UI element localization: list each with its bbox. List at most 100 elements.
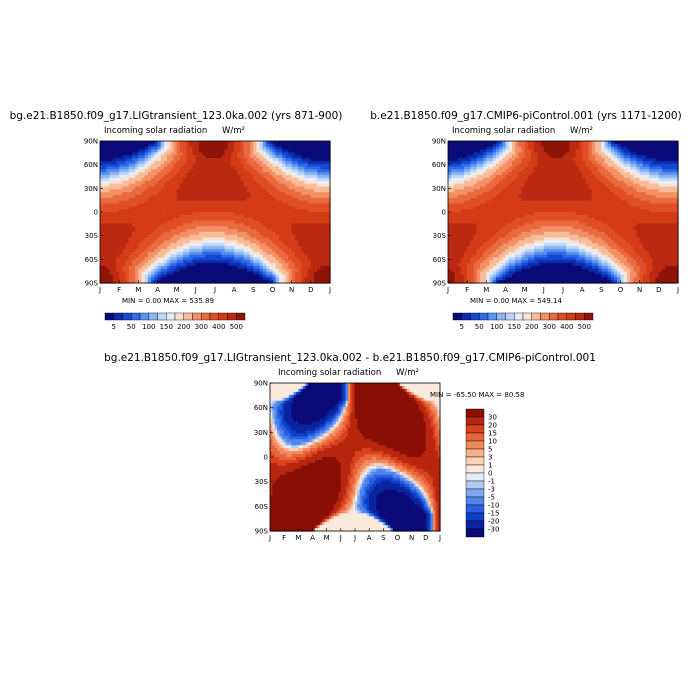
heatmap-cell bbox=[227, 231, 232, 236]
heatmap-cell bbox=[448, 260, 452, 264]
heatmap-cell bbox=[141, 197, 146, 202]
heatmap-cell bbox=[160, 257, 165, 261]
heatmap-cell bbox=[285, 209, 290, 213]
heatmap-cell bbox=[179, 203, 184, 207]
heatmap-cell bbox=[100, 223, 104, 227]
heatmap-cell bbox=[278, 260, 283, 264]
heatmap-cell bbox=[479, 141, 484, 145]
heatmap-cell bbox=[230, 209, 235, 213]
heatmap-cell bbox=[495, 214, 500, 219]
heatmap-cell bbox=[479, 265, 484, 270]
heatmap-cell bbox=[246, 177, 251, 182]
heatmap-cell bbox=[179, 265, 184, 270]
heatmap-cell bbox=[460, 192, 465, 196]
heatmap-cell bbox=[298, 277, 302, 281]
heatmap-cell bbox=[288, 263, 293, 267]
heatmap-cell bbox=[460, 234, 465, 239]
heatmap-cell bbox=[243, 263, 248, 267]
heatmap-cell bbox=[246, 274, 251, 278]
heatmap-cell bbox=[246, 209, 251, 213]
heatmap-cell bbox=[448, 277, 452, 281]
heatmap-cell bbox=[304, 257, 309, 261]
heatmap-cell bbox=[205, 152, 210, 156]
heatmap-cell bbox=[179, 192, 184, 196]
heatmap-cell bbox=[157, 149, 162, 153]
heatmap-cell bbox=[163, 251, 168, 256]
heatmap-cell bbox=[125, 263, 130, 267]
heatmap-cell bbox=[154, 206, 159, 210]
heatmap-cell bbox=[278, 141, 283, 145]
heatmap-cell bbox=[234, 240, 238, 244]
heatmap-cell bbox=[119, 143, 123, 148]
heatmap-cell bbox=[189, 254, 194, 259]
heatmap-cell bbox=[320, 251, 325, 256]
heatmap-cell bbox=[202, 257, 207, 261]
heatmap-cell bbox=[253, 254, 258, 259]
heatmap-cell bbox=[135, 177, 139, 182]
heatmap-cell bbox=[301, 194, 306, 199]
heatmap-cell bbox=[505, 212, 510, 216]
heatmap-cell bbox=[275, 280, 280, 284]
heatmap-cell bbox=[218, 229, 222, 233]
heatmap-cell bbox=[208, 169, 213, 173]
heatmap-cell bbox=[195, 143, 200, 148]
heatmap-cell bbox=[109, 155, 114, 159]
heatmap-cell bbox=[301, 192, 306, 196]
heatmap-cell bbox=[470, 220, 475, 224]
heatmap-cell bbox=[119, 260, 123, 264]
heatmap-cell bbox=[230, 203, 235, 207]
heatmap-cell bbox=[100, 220, 104, 224]
heatmap-cell bbox=[492, 229, 497, 233]
heatmap-cell bbox=[170, 152, 175, 156]
heatmap-cell bbox=[147, 277, 152, 281]
heatmap-cell bbox=[307, 260, 312, 264]
heatmap-cell bbox=[103, 175, 107, 179]
heatmap-cell bbox=[237, 194, 242, 199]
heatmap-cell bbox=[262, 177, 267, 182]
heatmap-cell bbox=[125, 180, 130, 185]
heatmap-cell bbox=[163, 155, 168, 159]
heatmap-cell bbox=[234, 197, 238, 202]
heatmap-cell bbox=[489, 229, 494, 233]
heatmap-cell bbox=[218, 143, 222, 148]
heatmap-cell bbox=[246, 251, 251, 256]
heatmap-cell bbox=[176, 186, 181, 190]
heatmap-cell bbox=[278, 166, 283, 170]
heatmap-cell bbox=[473, 274, 478, 278]
heatmap-cell bbox=[122, 257, 127, 261]
heatmap-cell bbox=[227, 194, 232, 199]
heatmap-cell bbox=[476, 263, 481, 267]
heatmap-cell bbox=[524, 271, 529, 276]
heatmap-cell bbox=[138, 166, 143, 170]
heatmap-cell bbox=[176, 243, 181, 247]
heatmap-cell bbox=[109, 234, 114, 239]
heatmap-cell bbox=[511, 257, 516, 261]
heatmap-cell bbox=[492, 158, 497, 162]
heatmap-cell bbox=[224, 220, 229, 224]
heatmap-cell bbox=[250, 172, 254, 176]
heatmap-cell bbox=[323, 177, 328, 182]
heatmap-cell bbox=[310, 237, 315, 241]
heatmap-cell bbox=[259, 166, 264, 170]
heatmap-cell bbox=[521, 231, 526, 236]
heatmap-cell bbox=[499, 234, 503, 239]
heatmap-cell bbox=[131, 169, 136, 173]
heatmap-cell bbox=[521, 234, 526, 239]
heatmap-cell bbox=[269, 246, 274, 250]
heatmap-cell bbox=[256, 146, 261, 151]
heatmap-cell bbox=[103, 166, 107, 170]
heatmap-cell bbox=[221, 177, 226, 182]
heatmap-cell bbox=[215, 194, 219, 199]
heatmap-cell bbox=[157, 240, 162, 244]
heatmap-cell bbox=[291, 163, 296, 168]
heatmap-cell bbox=[189, 141, 194, 145]
heatmap-cell bbox=[304, 268, 309, 273]
heatmap-cell bbox=[211, 141, 216, 145]
heatmap-cell bbox=[483, 186, 487, 190]
heatmap-cell bbox=[170, 277, 175, 281]
heatmap-cell bbox=[195, 163, 200, 168]
heatmap-cell bbox=[256, 237, 261, 241]
heatmap-cell bbox=[527, 206, 532, 210]
heatmap-cell bbox=[317, 180, 322, 185]
heatmap-cell bbox=[489, 180, 494, 185]
